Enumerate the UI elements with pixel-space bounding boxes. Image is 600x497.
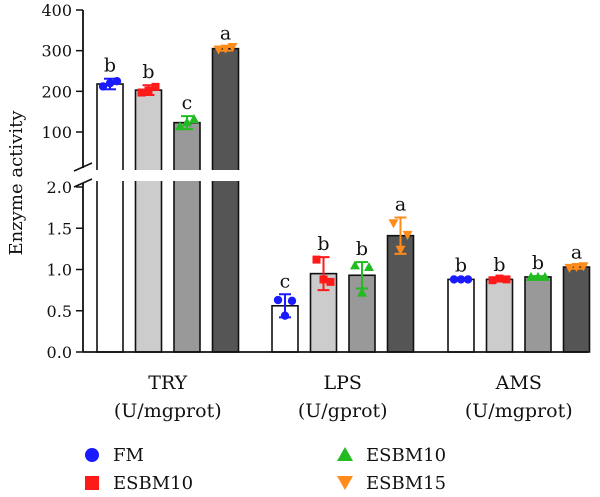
- lower-tick-label: 1.5: [47, 219, 72, 238]
- data-point: [112, 76, 122, 86]
- data-point: [182, 117, 192, 127]
- data-point: [449, 275, 459, 284]
- significance-letter: b: [142, 61, 154, 83]
- data-point: [326, 277, 335, 286]
- upper-tick-label: 400: [41, 1, 72, 20]
- category-label: TRY: [148, 372, 187, 394]
- data-point: [388, 219, 399, 229]
- upper-tick-label: 300: [41, 42, 72, 61]
- bars-layer: [96, 47, 591, 353]
- axis-break-slash: [73, 178, 93, 188]
- data-point: [350, 260, 360, 270]
- data-point: [540, 271, 550, 281]
- data-point: [395, 245, 406, 255]
- upper-y-axis-ticks: 100 200 300 400: [41, 1, 83, 142]
- lower-tick-label: 0.5: [47, 302, 72, 321]
- bar: [386, 234, 415, 353]
- significance-letter: b: [317, 233, 329, 255]
- data-point: [175, 121, 185, 131]
- data-point: [280, 311, 290, 320]
- legend-marker-square-icon: [85, 476, 99, 490]
- bar: [485, 278, 514, 353]
- legend-label: ESBM10: [366, 445, 446, 466]
- upper-tick-label: 200: [41, 82, 72, 101]
- category-label: AMS: [495, 372, 542, 394]
- data-point: [526, 271, 536, 281]
- data-point: [495, 274, 504, 283]
- lower-tick-label: 0.0: [47, 343, 72, 362]
- legend-marker-triangle-down-icon: [337, 476, 353, 490]
- legend-item: ESBM15: [337, 473, 446, 494]
- data-point: [98, 82, 108, 91]
- lower-y-axis-ticks: 0.0 0.5 1.0 1.5 2.0: [47, 178, 83, 362]
- data-point: [189, 113, 199, 123]
- legend-label: ESBM15: [366, 473, 446, 494]
- legend-label: FM: [113, 445, 144, 466]
- bar: [447, 278, 475, 353]
- data-point: [220, 44, 231, 54]
- significance-letter: a: [395, 194, 406, 216]
- legend-label: ESBM10: [113, 473, 193, 494]
- legend-marker-circle-icon: [85, 448, 99, 462]
- y-axis-title: Enzyme activity: [6, 110, 27, 256]
- axis-break-gap: [60, 170, 600, 181]
- data-point: [364, 262, 374, 272]
- data-point: [402, 230, 413, 240]
- legend: FM ESBM10 ESBM10 ESBM15: [85, 445, 446, 494]
- category-labels-layer: TRY (U/mgprot) LPS (U/gprot) AMS (U/mgprot): [114, 372, 573, 422]
- lower-tick-label: 1.0: [47, 261, 72, 280]
- axes-layer: [60, 10, 600, 353]
- significance-letter: a: [220, 23, 231, 45]
- data-point: [319, 275, 328, 284]
- legend-item: FM: [85, 445, 144, 466]
- significance-letter: b: [455, 255, 467, 277]
- bar: [173, 121, 201, 353]
- legend-item: ESBM10: [337, 445, 446, 466]
- data-point: [533, 271, 543, 281]
- legend-item: ESBM10: [85, 473, 193, 494]
- bar: [211, 47, 240, 353]
- category-unit-label: (U/gprot): [298, 400, 388, 422]
- data-points-layer: [98, 43, 589, 320]
- data-point: [151, 82, 160, 91]
- category-unit-label: (U/mgprot): [465, 400, 573, 422]
- significance-letter: b: [104, 55, 116, 77]
- significance-letter: b: [493, 254, 505, 276]
- data-point: [488, 276, 497, 285]
- significance-letter: c: [182, 92, 193, 114]
- data-point: [312, 255, 321, 264]
- bar: [134, 89, 163, 353]
- category-unit-label: (U/mgprot): [114, 400, 222, 422]
- data-point: [137, 88, 146, 97]
- lower-tick-label: 2.0: [47, 178, 72, 197]
- data-point: [564, 263, 575, 273]
- significance-letter: b: [532, 252, 544, 274]
- upper-tick-label: 100: [41, 123, 72, 142]
- significance-letter: c: [280, 270, 291, 292]
- significance-letter: b: [356, 238, 368, 260]
- bar: [524, 276, 552, 353]
- data-point: [502, 275, 511, 284]
- axis-break-slash: [73, 162, 93, 172]
- legend-marker-triangle-up-icon: [337, 447, 353, 461]
- data-point: [571, 263, 582, 273]
- data-point: [357, 287, 367, 297]
- category-label: LPS: [324, 372, 362, 394]
- bar: [562, 266, 591, 353]
- data-point: [144, 86, 153, 95]
- significance-letters-layer: b b c a c b b a b b b a: [104, 23, 582, 293]
- data-point: [578, 262, 589, 272]
- data-point: [213, 45, 224, 55]
- data-point: [287, 296, 297, 306]
- bar: [96, 83, 124, 353]
- data-point: [456, 275, 466, 284]
- significance-letter: a: [571, 241, 582, 263]
- data-point: [463, 275, 473, 284]
- data-point: [105, 79, 115, 88]
- data-point: [273, 295, 283, 305]
